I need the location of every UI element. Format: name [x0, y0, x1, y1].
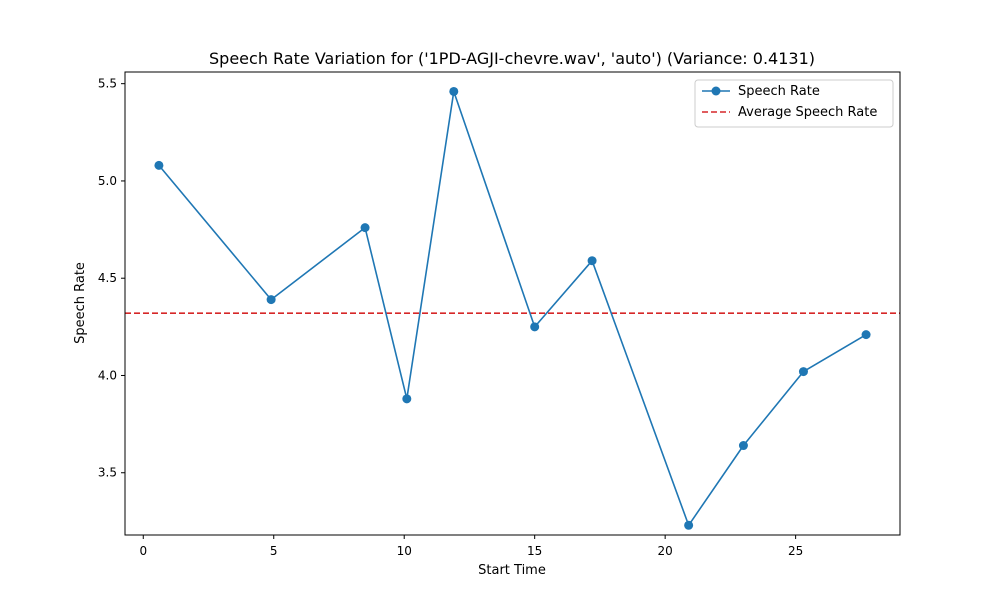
plot-frame [124, 71, 901, 536]
x-tick-label: 5 [270, 544, 278, 558]
legend-box [694, 79, 894, 128]
legend: Speech Rate Average Speech Rate [694, 79, 894, 128]
x-tick-label: 0 [139, 544, 147, 558]
speech-rate-point [684, 520, 694, 530]
x-axis-label: Start Time [478, 563, 546, 578]
speech-rate-point [360, 223, 370, 233]
x-tick-label: 20 [658, 544, 673, 558]
speech-rate-point [530, 322, 540, 332]
x-tick-label: 15 [527, 544, 542, 558]
x-axis: 0 5 10 15 20 25 [139, 535, 803, 558]
speech-rate-point [266, 295, 276, 305]
chart-title: Speech Rate Variation for ('1PD-AGJI-che… [209, 49, 815, 68]
y-tick-label: 4.5 [98, 271, 117, 285]
speech-rate-point [587, 256, 597, 266]
y-axis-label: Speech Rate [73, 262, 88, 344]
y-tick-label: 5.0 [98, 174, 117, 188]
speech-rate-point [449, 86, 459, 96]
speech-rate-point [402, 394, 412, 404]
speech-rate-point [154, 160, 164, 170]
speech-rate-point [861, 330, 871, 340]
legend-speech-rate-label: Speech Rate [738, 84, 820, 99]
legend-average-label: Average Speech Rate [738, 105, 877, 120]
x-tick-label: 25 [788, 544, 803, 558]
legend-speech-rate-marker [711, 86, 721, 96]
y-tick-label: 3.5 [98, 466, 117, 480]
y-tick-label: 4.0 [98, 368, 117, 382]
y-axis: 3.5 4.0 4.5 5.0 5.5 [98, 77, 125, 480]
speech-rate-series-line [158, 90, 867, 527]
speech-rate-point [738, 441, 748, 451]
plot-area [125, 86, 900, 530]
x-tick-label: 10 [397, 544, 412, 558]
speech-rate-point [798, 367, 808, 377]
y-tick-label: 5.5 [98, 77, 117, 91]
